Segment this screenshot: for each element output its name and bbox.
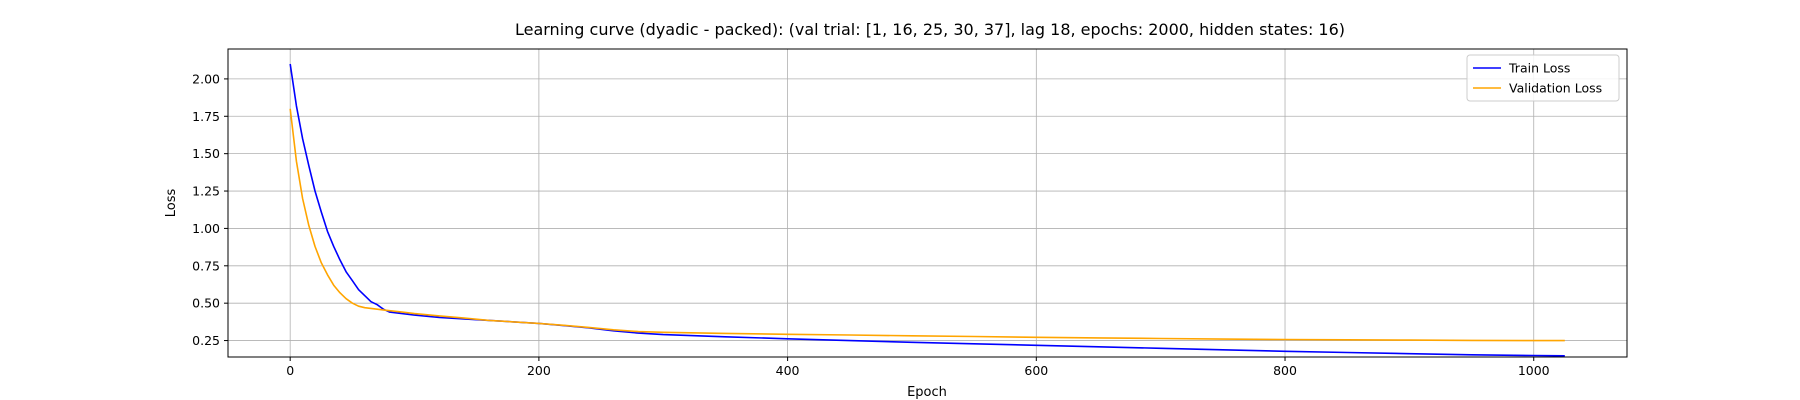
x-tick-label: 0 <box>286 363 294 378</box>
legend-box <box>1466 54 1620 102</box>
x-tick-label: 600 <box>1024 363 1048 378</box>
x-tick-label: 200 <box>527 363 551 378</box>
x-axis-label: Epoch <box>907 385 947 400</box>
train-loss-legend-label: Train Loss <box>1508 61 1570 76</box>
y-tick-label: 0.25 <box>192 333 220 348</box>
y-tick-label: 1.00 <box>192 221 220 236</box>
y-tick-label: 0.50 <box>192 296 220 311</box>
y-tick-label: 1.50 <box>192 146 220 161</box>
series-lines <box>289 63 1565 357</box>
y-tick-label: 1.25 <box>192 184 220 199</box>
plot-area-frame <box>227 48 1628 358</box>
x-tick-label: 800 <box>1273 363 1297 378</box>
y-tick-label: 1.75 <box>192 109 220 124</box>
grid <box>228 49 1627 357</box>
y-tick-label: 0.75 <box>192 258 220 273</box>
validation-loss-legend-label: Validation Loss <box>1509 81 1602 96</box>
train-loss-line <box>289 63 1565 357</box>
axis-ticks: 0 200 400 600 800 1000 0.25 0.50 0.75 1.00 1.25 1.5… <box>192 71 1550 378</box>
y-tick-label: 2.00 <box>192 71 220 86</box>
chart-title: Learning curve (dyadic - packed): (val t… <box>515 20 1345 39</box>
x-tick-label: 1000 <box>1518 363 1550 378</box>
y-axis-label: Loss <box>164 189 179 218</box>
legend: Train Loss Validation Loss <box>1466 54 1620 102</box>
validation-loss-line <box>289 108 1565 342</box>
x-tick-label: 400 <box>776 363 800 378</box>
